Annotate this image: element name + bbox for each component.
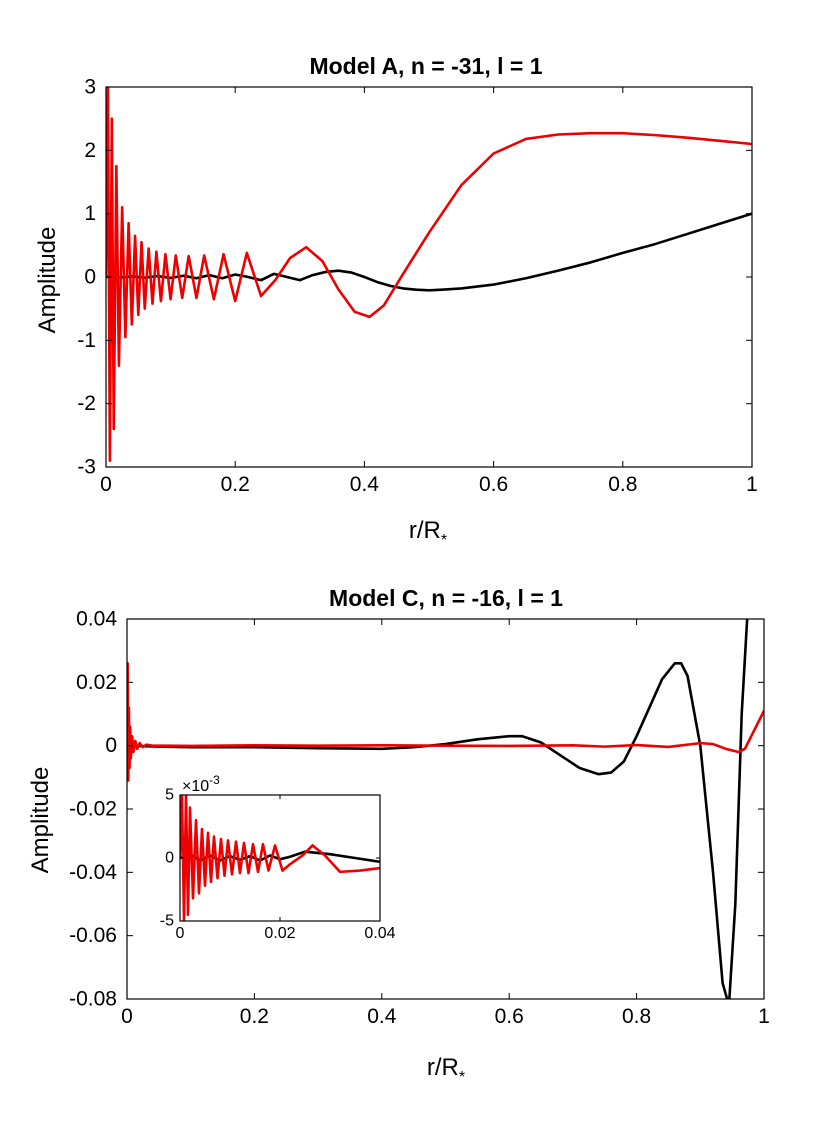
panelA-ytick-label: -3 (77, 456, 96, 479)
insetC-ytick-label: 5 (165, 787, 174, 804)
panel-model-a: Model A, n = -31, l = 1 Amplitude r/R* 0… (34, 53, 758, 549)
inset-scale-label: ×10-3 (182, 773, 220, 795)
panel-a-xlabel: r/R* (409, 517, 447, 549)
panelA-ytick-label: -1 (77, 329, 96, 352)
panelC-ytick-label: -0.04 (69, 861, 117, 884)
panelA-series-black (106, 212, 752, 292)
panelC-xtick-label: 0 (121, 1005, 133, 1028)
panelA-ytick-label: 3 (84, 76, 96, 99)
panel-c-xlabel-main: r/R (427, 1054, 459, 1081)
panelC-ytick-label: -0.08 (69, 988, 117, 1011)
panelC-ytick-label: 0.02 (76, 671, 117, 694)
insetC-ytick-label: -5 (160, 913, 174, 930)
panel-a-xlabel-main: r/R (409, 517, 441, 544)
panel-c-title: Model C, n = -16, l = 1 (329, 585, 563, 611)
panelA-xtick-label: 0 (100, 473, 112, 496)
panelC-ytick-label: 0 (105, 734, 117, 757)
panel-model-c: Model C, n = -16, l = 1 Amplitude r/R* 0… (27, 585, 770, 1086)
panel-c-ticks: 0 0.2 0.4 0.6 0.8 1 -0.08 -0.06 -0.04 -0.02 0 0.02 0… (69, 608, 770, 1029)
panelA-xtick-label: 0.8 (608, 473, 637, 496)
panelA-xtick-label: 0.2 (221, 473, 250, 496)
panel-a-title: Model A, n = -31, l = 1 (309, 53, 542, 79)
panelA-ytick-label: -2 (77, 392, 96, 415)
panelC-series-black (127, 619, 749, 999)
panelC-ytick-label: -0.02 (69, 798, 117, 821)
panelC-xtick-label: 0.4 (367, 1005, 397, 1028)
insetC-xtick-label: 0.02 (264, 925, 295, 942)
panelC-xtick-label: 1 (758, 1005, 770, 1028)
panel-c-inset: 0 0.02 0.04-505 ×10-3 (160, 773, 396, 942)
insetC-xtick-label: 0.04 (364, 925, 395, 942)
inset-ticks: 0 0.02 0.04-505 (160, 787, 396, 943)
panel-a-ticks: 0 0.2 0.4 0.6 0.8 1 -3 -2 -1 0 1 2 3 (77, 76, 758, 497)
panel-c-xlabel-sub: * (459, 1069, 465, 1086)
panelC-xtick-label: 0.6 (495, 1005, 524, 1028)
panelA-xtick-label: 1 (746, 473, 758, 496)
panelA-ytick-label: 1 (84, 202, 96, 225)
insetC-series-red (180, 795, 380, 921)
panelC-ytick-label: -0.06 (69, 924, 117, 947)
inset-scale-base: ×10 (182, 778, 209, 795)
panel-c-xlabel: r/R* (427, 1054, 465, 1086)
panelC-ytick-label: 0.04 (76, 608, 117, 631)
inset-lines (180, 795, 380, 921)
panel-c-ylabel: Amplitude (27, 767, 54, 874)
insetC-xtick-label: 0 (176, 925, 185, 942)
panelA-ytick-label: 2 (84, 139, 96, 162)
panel-a-lines (106, 87, 752, 462)
panelA-series-red (106, 87, 752, 462)
panel-c-lines (127, 619, 764, 999)
panelA-xtick-label: 0.6 (479, 473, 508, 496)
panelC-xtick-label: 0.8 (622, 1005, 651, 1028)
panelC-xtick-label: 0.2 (240, 1005, 269, 1028)
inset-scale-exponent: -3 (209, 773, 220, 787)
insetC-ytick-label: 0 (165, 850, 174, 867)
panel-a-xlabel-sub: * (441, 532, 447, 549)
panelA-xtick-label: 0.4 (350, 473, 380, 496)
panelC-series-red (127, 662, 764, 782)
panel-a-ylabel: Amplitude (34, 227, 61, 334)
panelA-ytick-label: 0 (84, 266, 96, 289)
